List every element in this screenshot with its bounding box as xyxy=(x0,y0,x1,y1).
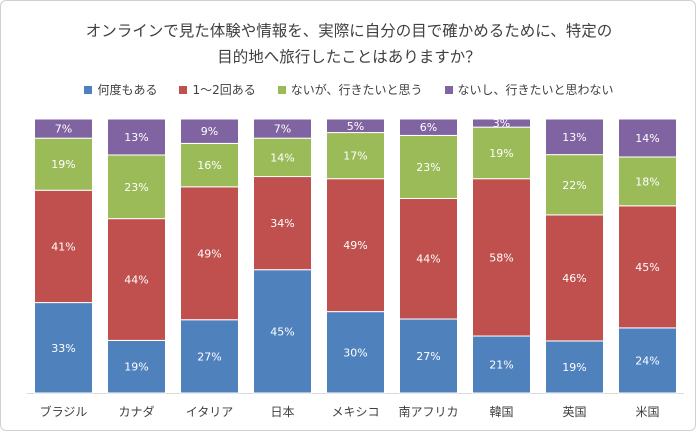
data-label: 3% xyxy=(493,117,510,130)
data-label: 9% xyxy=(201,125,218,138)
bar-segment xyxy=(326,311,385,394)
data-label: 45% xyxy=(635,261,659,274)
legend-swatch xyxy=(277,85,286,94)
data-label: 16% xyxy=(197,159,221,172)
bar-segment xyxy=(618,156,677,207)
data-label: 18% xyxy=(635,175,659,188)
data-label: 49% xyxy=(197,247,221,260)
bar-segment xyxy=(253,137,312,178)
bar-segment xyxy=(399,134,458,199)
legend-swatch xyxy=(84,85,93,94)
category-label: 米国 xyxy=(635,405,659,419)
legend-label: ないが、行きたいと思う xyxy=(290,83,423,97)
category-label: 韓国 xyxy=(489,405,513,419)
data-label: 5% xyxy=(347,120,364,133)
bar-segment xyxy=(472,335,531,394)
category-label: イタリア xyxy=(186,405,234,419)
legend: 何度もある 1～2回ある ないが、行きたいと思う ないし、行きたいと思わない xyxy=(1,81,695,98)
data-label: 17% xyxy=(343,150,367,163)
data-label: 14% xyxy=(635,132,659,145)
legend-label: 1～2回ある xyxy=(192,83,256,97)
data-label: 6% xyxy=(420,121,437,134)
bar-segment xyxy=(618,118,677,158)
legend-label: ないし、行きたいと思わない xyxy=(457,83,614,97)
data-label: 41% xyxy=(51,240,75,253)
bar-segment xyxy=(107,339,166,394)
legend-item: 何度もある xyxy=(84,81,157,98)
bar-segment xyxy=(326,132,385,180)
category-label: カナダ xyxy=(118,404,154,419)
data-label: 49% xyxy=(343,239,367,252)
category-label: 日本 xyxy=(270,405,294,419)
category-label: 南アフリカ xyxy=(398,404,458,419)
bar-segment xyxy=(34,189,93,304)
bar-segment xyxy=(399,318,458,394)
bar-segment xyxy=(180,319,239,394)
data-label: 58% xyxy=(489,251,513,264)
bar-segment xyxy=(545,118,604,156)
category-label: ブラジル xyxy=(40,404,88,419)
chart-title-line-1: オンラインで見た体験や情報を、実際に自分の目で確かめるために、特定の xyxy=(85,22,613,40)
data-label: 45% xyxy=(270,325,294,338)
data-label: 46% xyxy=(562,272,586,285)
data-label: 19% xyxy=(489,147,513,160)
data-label: 44% xyxy=(124,274,148,287)
data-label: 23% xyxy=(124,181,148,194)
bar-segment xyxy=(472,118,531,128)
data-label: 27% xyxy=(416,350,440,363)
category-label: 英国 xyxy=(562,405,586,419)
data-label: 7% xyxy=(274,123,291,136)
bar-segment xyxy=(180,142,239,188)
bar-segment xyxy=(253,269,312,394)
data-label: 44% xyxy=(416,253,440,266)
data-label: 13% xyxy=(562,131,586,144)
data-label: 22% xyxy=(562,179,586,192)
bar-segment xyxy=(618,205,677,329)
data-label: 33% xyxy=(51,342,75,355)
bar-segment xyxy=(399,118,458,136)
bar-segment xyxy=(545,340,604,394)
data-label: 34% xyxy=(270,217,294,230)
bar-segment xyxy=(34,118,93,139)
bar-segment xyxy=(180,186,239,321)
data-label: 14% xyxy=(270,151,294,164)
bar-segment xyxy=(180,118,239,144)
legend-item: 1～2回ある xyxy=(179,81,256,98)
bar-segment xyxy=(545,154,604,216)
bar-segment xyxy=(253,118,312,139)
data-label: 30% xyxy=(343,346,367,359)
data-label: 24% xyxy=(635,354,659,367)
data-label: 27% xyxy=(197,350,221,363)
bar-segment xyxy=(618,327,677,394)
legend-swatch xyxy=(179,85,188,94)
data-label: 21% xyxy=(489,359,513,372)
data-label: 19% xyxy=(124,361,148,374)
chart-title-line-2: 目的地へ旅行したことはありますか？ xyxy=(217,48,481,66)
category-label: メキシコ xyxy=(331,405,379,419)
bar-segment xyxy=(34,302,93,394)
data-label: 7% xyxy=(55,123,72,136)
data-label: 19% xyxy=(51,158,75,171)
data-label: 19% xyxy=(562,361,586,374)
legend-item: ないし、行きたいと思わない xyxy=(444,81,614,98)
bar-segment xyxy=(326,118,385,134)
legend-swatch xyxy=(444,85,453,94)
data-label: 13% xyxy=(124,131,148,144)
legend-label: 何度もある xyxy=(97,83,158,97)
bar-segment xyxy=(326,178,385,313)
legend-item: ないが、行きたいと思う xyxy=(277,81,423,98)
bar-segment xyxy=(34,137,93,191)
data-label: 23% xyxy=(416,161,440,174)
bar-segment xyxy=(107,118,166,156)
